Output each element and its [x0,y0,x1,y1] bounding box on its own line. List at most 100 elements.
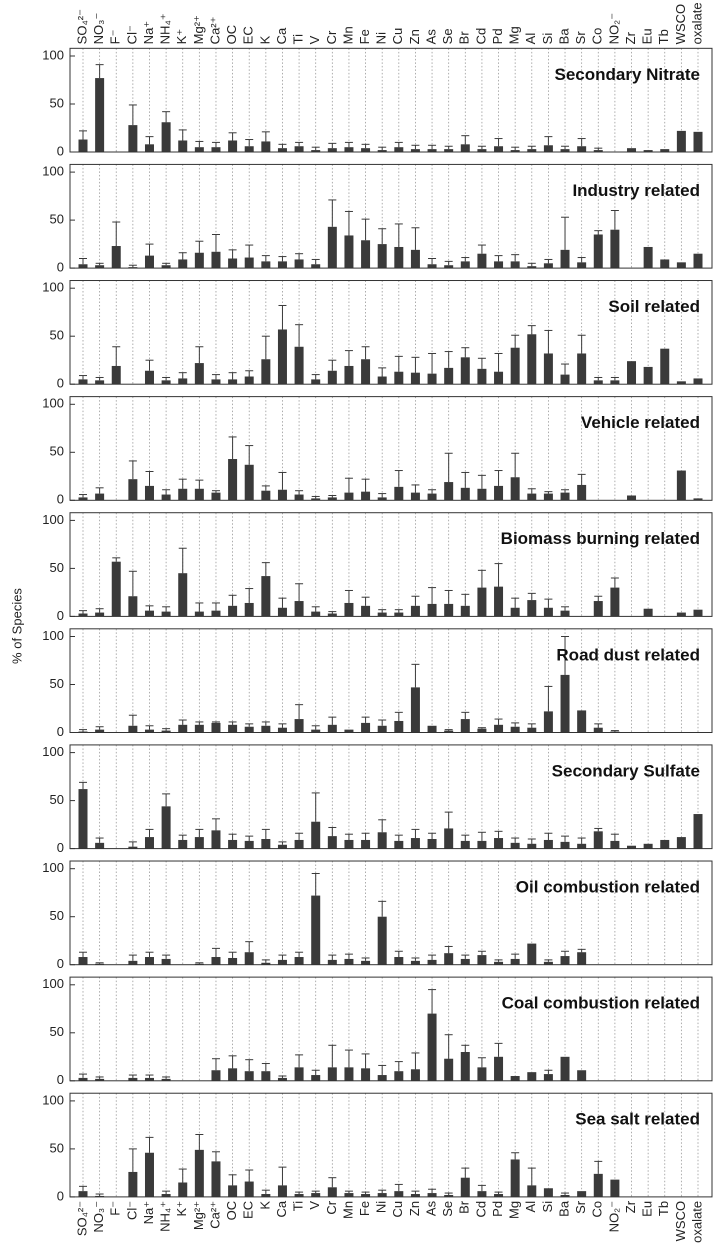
bar [527,266,537,269]
bar [194,724,204,733]
bar [377,150,387,152]
error-bar [411,227,420,250]
bar [178,1182,188,1197]
bar [593,727,603,733]
bar [693,131,703,152]
y-tick-label: 0 [57,956,64,971]
x-tick-label: NO₂⁻ [606,1201,621,1232]
error-bar [128,714,137,726]
x-tick-label: K [257,35,272,44]
bar [144,370,154,385]
error-bar [311,258,320,265]
error-bar [378,900,387,917]
bar [494,724,504,733]
bar [144,255,154,269]
bar [676,470,686,501]
bar [277,329,287,385]
error-bar [295,324,304,347]
bar [228,459,238,501]
bar [527,1185,537,1197]
error-bar [261,335,270,360]
error-bar [245,588,254,603]
bar [494,485,504,501]
error-bar [444,452,453,483]
x-tick-label: Co [590,1201,605,1218]
error-bar [461,135,470,145]
bar [144,144,154,152]
y-tick-label: 100 [42,396,64,411]
error-bar [394,950,403,958]
error-bar [278,143,287,149]
bar [261,141,271,152]
error-bar [378,367,387,377]
error-bar [378,1189,387,1194]
error-bar [245,139,254,147]
bar [693,378,703,385]
error-bar [328,611,337,614]
error-bar [544,832,553,840]
bar [327,959,337,965]
error-bar [477,831,486,841]
error-bar [95,608,104,613]
bar [78,1191,88,1197]
bar [178,488,188,501]
x-tick-label: Se [440,1201,455,1217]
error-bar [444,260,453,266]
x-tick-label: F⁻ [108,1201,123,1216]
bar [543,607,553,617]
x-tick-label: Al [523,33,538,45]
x-tick-label: Se [440,28,455,44]
error-bar [394,470,403,487]
error-bar [544,329,553,354]
bar [244,840,254,849]
error-bar [428,832,437,839]
bar [444,149,454,152]
panel-frame [69,396,713,501]
error-bar [228,249,237,259]
error-bar [261,959,270,963]
bar [394,147,404,152]
bar [311,611,321,617]
bar [527,727,537,733]
error-bar [261,255,270,262]
bar [344,1193,354,1197]
bar [410,1069,420,1081]
bar [527,334,537,385]
y-tick-label: 100 [42,512,64,527]
error-bar [128,1148,137,1172]
error-bar [544,136,553,146]
bar [344,235,354,269]
x-tick-label: K⁺ [174,1201,189,1217]
bar [95,1078,105,1081]
bar [444,482,454,501]
error-bar [261,485,270,491]
x-tick-label: Ba [556,1200,571,1217]
error-bar [461,711,470,720]
error-bar [278,597,287,608]
x-tick-label: Cu [390,1201,405,1218]
bar [161,806,171,849]
error-bar [278,1166,287,1186]
bar [144,957,154,965]
x-tick-label: NH₄⁺ [158,13,173,44]
error-bar [245,723,254,727]
error-bar [378,819,387,833]
error-bar [295,704,304,720]
bar [178,140,188,152]
error-bar [145,951,154,958]
bar [244,464,254,501]
bar [178,259,188,269]
bar [427,1013,437,1081]
bar [527,843,537,849]
bar [460,357,470,385]
bar [327,370,337,385]
bar [211,830,221,849]
x-tick-label: Zr [623,1200,638,1213]
error-bar [428,989,437,1014]
bar [178,839,188,849]
bar [410,149,420,152]
bar [244,726,254,733]
error-bar [344,141,353,148]
bar [194,252,204,269]
bar [228,379,238,385]
